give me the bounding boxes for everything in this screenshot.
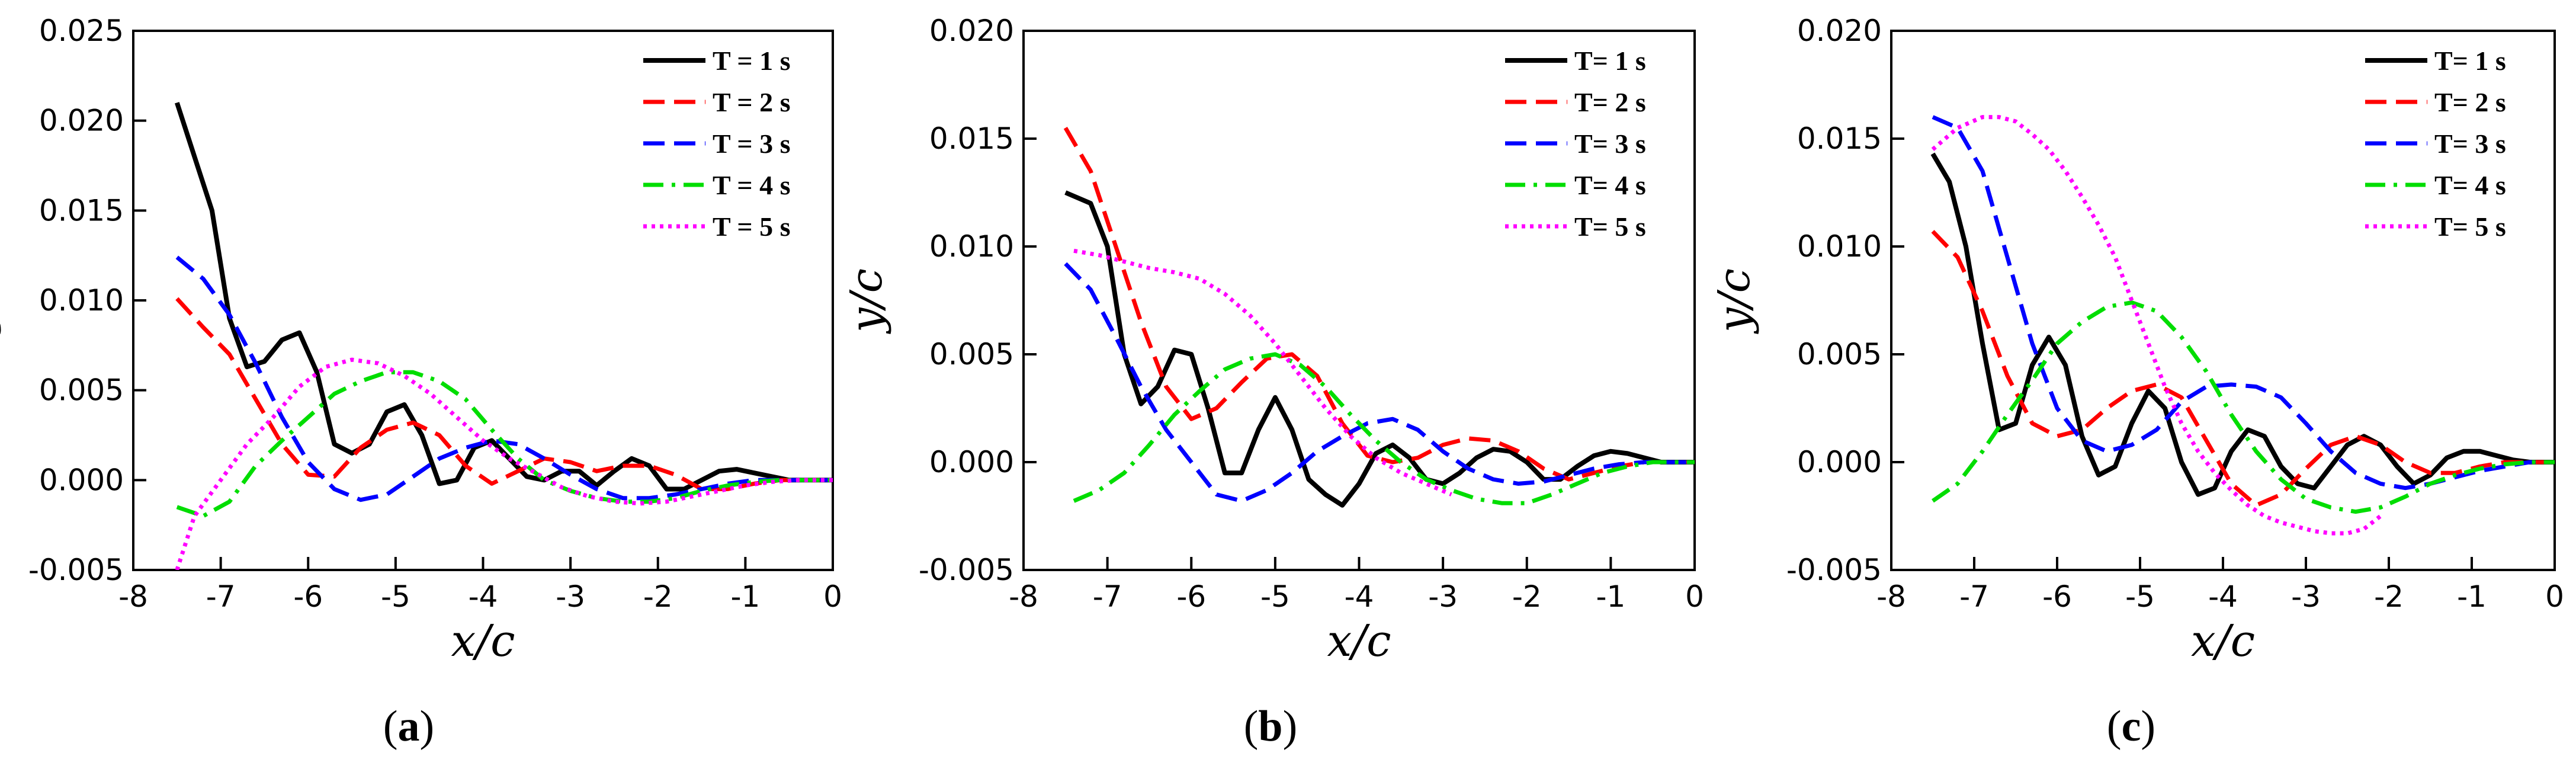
y-tick-label: 0.020: [39, 104, 124, 138]
legend-label-2: T= 2 s: [1574, 87, 1646, 117]
y-tick-label: 0.005: [929, 337, 1014, 371]
panel-caption-letter: c: [2122, 702, 2141, 751]
panel-c: -8 -7 -6 -5 -4 -3 -2 -1 0 -0.005 0.000 0.005 0.010 0.…: [1709, 14, 2564, 751]
x-tick-label: -7: [1093, 579, 1122, 614]
series-line-4: [1932, 300, 2555, 514]
y-tick-label: 0.015: [39, 193, 124, 228]
series-line-2: [175, 297, 833, 491]
x-tick-label: -1: [1596, 579, 1625, 614]
y-tick-label: -0.005: [28, 553, 124, 587]
series-line-5: [1931, 115, 2382, 536]
series-line-3: [175, 255, 833, 502]
legend: T= 1 s T= 2 s T= 3 s T= 4 s T= 5 s: [1505, 46, 1646, 242]
series-line-5: [1073, 248, 1452, 496]
y-axis-title: y/c: [1709, 268, 1760, 334]
legend-label-2: T = 2 s: [713, 87, 790, 117]
x-tick-label: -3: [1428, 579, 1458, 614]
legend-label-3: T = 3 s: [713, 129, 790, 159]
series-group: [174, 102, 833, 570]
panel-caption-letter: a: [398, 702, 420, 751]
x-axis-title: x/c: [2191, 616, 2255, 667]
panel-caption: (b): [1244, 702, 1297, 751]
x-axis-title: x/c: [1327, 616, 1391, 667]
legend-label-1: T = 1 s: [713, 46, 790, 76]
series-line-3: [1064, 262, 1695, 503]
panel-caption-letter: b: [1258, 702, 1282, 751]
y-tick-label: 0.000: [1797, 445, 1882, 479]
x-tick-label: -2: [643, 579, 673, 614]
series-line-1: [174, 102, 833, 492]
x-tick-label: -3: [2291, 579, 2321, 614]
y-tick-label: 0.015: [1797, 121, 1882, 156]
x-tick-label: -4: [2208, 579, 2238, 614]
x-tick-label: -8: [118, 579, 148, 614]
legend-label-4: T= 4 s: [2434, 170, 2506, 200]
x-tick-label: -5: [2125, 579, 2155, 614]
x-tick-label: -6: [2042, 579, 2072, 614]
y-tick-label: 0.005: [1797, 337, 1882, 371]
series-line-4: [176, 370, 833, 518]
x-tick-label: -7: [206, 579, 236, 614]
panel-a: -8 -7 -6 -5 -4 -3 -2 -1 0 -0.005 0.000 0.005 0.010 0.…: [0, 14, 842, 751]
legend: T= 1 s T= 2 s T= 3 s T= 4 s T= 5 s: [2365, 46, 2506, 242]
series-line-1: [1064, 190, 1695, 508]
panel-caption: (a): [383, 702, 434, 751]
series-group: [1063, 127, 1695, 508]
y-tick-label: 0.000: [39, 463, 124, 497]
y-tick-label: 0.000: [929, 445, 1014, 479]
legend-label-4: T = 4 s: [713, 170, 790, 200]
legend-label-3: T= 3 s: [1574, 129, 1646, 159]
y-tick-label: -0.005: [919, 553, 1014, 587]
x-tick-label: -6: [293, 579, 323, 614]
x-tick-label: -5: [381, 579, 410, 614]
y-tick-label: 0.020: [1797, 14, 1882, 48]
legend: T = 1 s T = 2 s T = 3 s T = 4 s T = 5 s: [643, 46, 790, 242]
legend-label-4: T= 4 s: [1574, 170, 1646, 200]
y-tick-label: 0.015: [929, 121, 1014, 156]
y-axis-title: y/c: [0, 268, 2, 334]
y-tick-label: 0.010: [39, 283, 124, 318]
x-tick-label: -5: [1260, 579, 1290, 614]
x-tick-label: 0: [2545, 579, 2564, 614]
x-tick-label: -4: [469, 579, 498, 614]
x-tick-label: 0: [1685, 579, 1704, 614]
x-tick-label: -8: [1876, 579, 1906, 614]
y-tick-label: -0.005: [1786, 553, 1882, 587]
panel-caption: (c): [2107, 702, 2155, 751]
panel-b: -8 -7 -6 -5 -4 -3 -2 -1 0 -0.005 0.000 0.005 0.010 0.…: [841, 14, 1704, 751]
series-group: [1930, 115, 2555, 536]
x-axis-title: x/c: [451, 616, 515, 667]
legend-label-1: T= 1 s: [1574, 46, 1646, 76]
series-line-4: [1073, 352, 1695, 505]
legend-label-5: T= 5 s: [1574, 212, 1646, 242]
y-tick-label: 0.010: [1797, 229, 1882, 264]
series-line-2: [1931, 230, 2555, 508]
series-line-5: [175, 357, 833, 570]
legend-label-5: T= 5 s: [2434, 212, 2506, 242]
series-line-1: [1930, 152, 2555, 497]
x-tick-label: -4: [1345, 579, 1374, 614]
x-tick-label: -2: [1512, 579, 1542, 614]
y-tick-label: 0.020: [929, 14, 1014, 48]
x-tick-label: -6: [1176, 579, 1206, 614]
x-tick-label: -8: [1009, 579, 1038, 614]
legend-label-1: T= 1 s: [2434, 46, 2506, 76]
y-axis-title: y/c: [841, 268, 892, 334]
x-tick-label: -3: [556, 579, 585, 614]
y-tick-label: 0.005: [39, 373, 124, 408]
y-tick-label: 0.025: [39, 14, 124, 48]
x-tick-label: -2: [2374, 579, 2404, 614]
series-line-2: [1063, 127, 1695, 482]
y-tick-label: 0.010: [929, 229, 1014, 264]
x-tick-label: -1: [2457, 579, 2487, 614]
x-tick-label: -1: [730, 579, 760, 614]
legend-label-5: T = 5 s: [713, 212, 790, 242]
x-tick-label: -7: [1959, 579, 1989, 614]
legend-label-3: T= 3 s: [2434, 129, 2506, 159]
x-tick-label: 0: [823, 579, 842, 614]
legend-label-2: T= 2 s: [2434, 87, 2506, 117]
